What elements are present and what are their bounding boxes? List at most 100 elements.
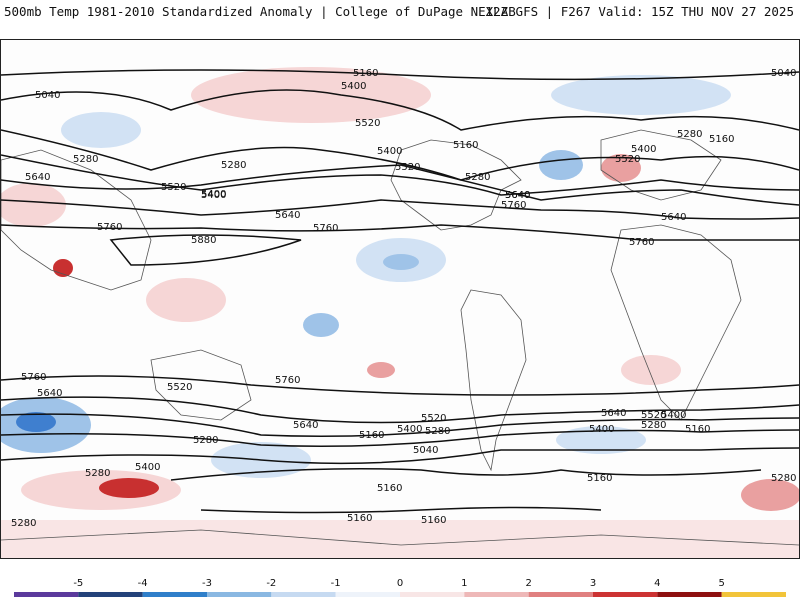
contour-label: 5160 xyxy=(453,140,478,151)
height-contours xyxy=(1,69,799,514)
contour-label: 5280 xyxy=(73,154,98,165)
colorbar-tick-label: 4 xyxy=(654,578,660,589)
contour-label: 5400 xyxy=(135,462,160,473)
contour-label: 5400 xyxy=(661,410,686,421)
anomaly-map-svg: 5160 5040 5400 5520 5280 5400 5160 5280 … xyxy=(1,67,799,558)
contour-label: 5040 xyxy=(35,90,60,101)
contour-label: 5280 xyxy=(11,518,36,529)
colorbar-swatch xyxy=(657,592,722,597)
colorbar-tick-label: 0 xyxy=(397,578,403,589)
colorbar-tick-label: 3 xyxy=(590,578,596,589)
contour-5160-north xyxy=(1,89,799,131)
contour-label: 5160 xyxy=(587,473,612,484)
europe-outline xyxy=(600,129,722,201)
cool-anomaly-west-pacific xyxy=(61,112,141,148)
south-america-outline xyxy=(460,289,527,472)
colorbar-tick-label: 2 xyxy=(525,578,531,589)
contour-label: 5040 xyxy=(413,445,438,456)
contour-5880 xyxy=(109,234,302,266)
contour-label: 5880 xyxy=(191,235,216,246)
colorbar-tick-label: -4 xyxy=(138,578,148,589)
colorbar-swatch xyxy=(335,592,400,597)
contour-label: 5640 xyxy=(293,420,318,431)
contour-5400-south xyxy=(1,429,799,447)
colorbar-swatch xyxy=(400,592,465,597)
anomaly-shading xyxy=(1,67,799,558)
colorbar-svg: -5 -4 -3 -2 -1 0 1 2 3 4 5 xyxy=(14,578,786,597)
colorbar-swatch xyxy=(207,592,272,597)
contour-label: 5400 xyxy=(201,190,226,201)
contour-label: 5520 xyxy=(395,162,420,173)
cool-anomaly-south-atlantic xyxy=(556,426,646,454)
contour-label: 5280 xyxy=(465,172,490,183)
contour-label: 5400 xyxy=(631,144,656,155)
colorbar-swatch xyxy=(142,592,207,597)
contour-label: 5160 xyxy=(377,483,402,494)
colorbar-swatch xyxy=(464,592,529,597)
cool-anomaly-core xyxy=(383,254,419,270)
contour-5160-polar xyxy=(200,506,602,514)
colorbar-tick-label: 1 xyxy=(461,578,467,589)
warm-anomaly-north-pacific xyxy=(191,67,431,123)
contour-label: 5640 xyxy=(37,388,62,399)
cool-anomaly-equatorial xyxy=(303,313,339,337)
colorbar-tick-label: -2 xyxy=(266,578,276,589)
contour-label: 5760 xyxy=(21,372,46,383)
colorbar-tick-label: -1 xyxy=(331,578,341,589)
contour-5520-south xyxy=(1,413,799,437)
contour-label: 5520 xyxy=(355,118,380,129)
contour-5280-north xyxy=(1,129,799,181)
warm-anomaly-indian-ocean xyxy=(741,479,799,511)
continent-outlines xyxy=(1,129,799,546)
contour-label: 5520 xyxy=(167,382,192,393)
colorbar-tick-label: 5 xyxy=(718,578,724,589)
contour-label: 5160 xyxy=(347,513,372,524)
contour-5280-south xyxy=(1,447,799,465)
contour-label: 5640 xyxy=(275,210,300,221)
contour-5520-north xyxy=(1,164,799,206)
contour-label: 5640 xyxy=(505,190,530,201)
contour-label: 5280 xyxy=(193,435,218,446)
contour-5640-north xyxy=(1,199,799,220)
contour-label: 5040 xyxy=(771,68,796,79)
contour-label: 5520 xyxy=(641,410,666,421)
contour-label: 5400 xyxy=(341,81,366,92)
colorbar-swatch xyxy=(721,592,786,597)
colorbar: -5 -4 -3 -2 -1 0 1 2 3 4 5 xyxy=(0,572,800,600)
contour-label: 5160 xyxy=(685,424,710,435)
contour-label: 5760 xyxy=(275,375,300,386)
contour-label: 5760 xyxy=(629,237,654,248)
colorbar-swatch xyxy=(14,592,79,597)
africa-outline xyxy=(610,224,742,421)
contour-5160-south xyxy=(170,468,762,481)
contour-label: 5280 xyxy=(677,129,702,140)
contour-label: 5760 xyxy=(501,200,526,211)
warm-anomaly-south-atlantic xyxy=(621,355,681,385)
contour-label: 5640 xyxy=(505,190,530,201)
north-america-outline xyxy=(390,139,522,231)
contour-label: 5400 xyxy=(377,146,402,157)
contour-label: 5760 xyxy=(97,222,122,233)
cool-anomaly-arctic xyxy=(551,75,731,115)
contour-label: 5280 xyxy=(221,160,246,171)
contour-label: 5400 xyxy=(201,189,226,200)
contour-label: 5640 xyxy=(25,172,50,183)
contour-label: 5160 xyxy=(709,134,734,145)
contour-label: 5280 xyxy=(771,473,796,484)
anomaly-map: 5160 5040 5400 5520 5280 5400 5160 5280 … xyxy=(0,39,800,559)
antarctica-outline xyxy=(1,529,799,546)
contour-label: 5520 xyxy=(615,154,640,165)
contour-label: 5520 xyxy=(421,413,446,424)
asia-outline xyxy=(1,149,152,291)
warm-anomaly-asia xyxy=(1,183,66,227)
contour-5760-south xyxy=(1,375,799,396)
cool-anomaly-strong xyxy=(16,412,56,432)
contour-label: 5160 xyxy=(421,515,446,526)
contour-5040-north xyxy=(1,69,799,81)
colorbar-swatch xyxy=(528,592,593,597)
contour-5400-north xyxy=(1,154,799,196)
warm-anomaly-indonesia xyxy=(146,278,226,322)
contour-label: 5400 xyxy=(397,424,422,435)
contour-label: 5280 xyxy=(85,468,110,479)
contour-label: 5400 xyxy=(589,424,614,435)
